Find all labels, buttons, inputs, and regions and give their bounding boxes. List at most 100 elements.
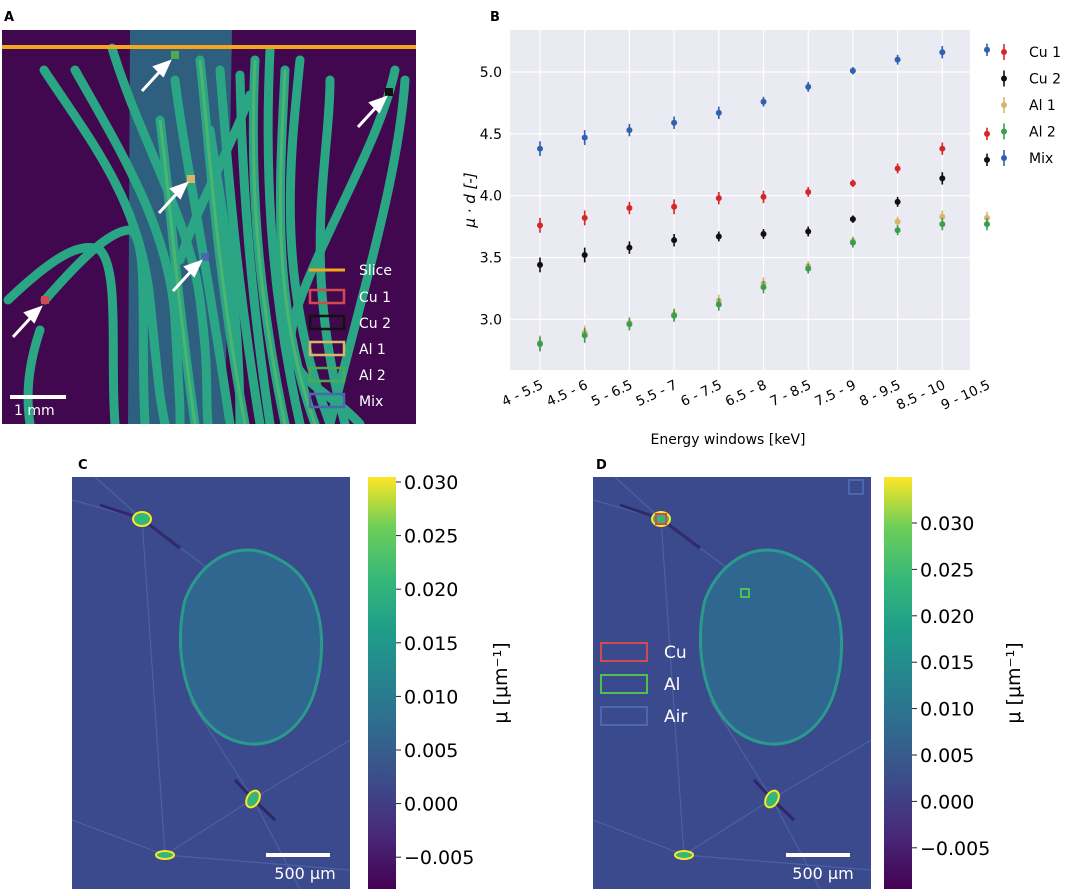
data-point-mix bbox=[581, 134, 588, 141]
data-point-mix bbox=[894, 56, 901, 63]
colorbar-tick-label: −0.005 bbox=[920, 838, 990, 860]
data-point-mix bbox=[939, 49, 946, 56]
legend-label-cu: Cu bbox=[664, 643, 687, 663]
data-point-cu2 bbox=[849, 216, 856, 223]
data-point-al2 bbox=[671, 312, 678, 319]
particle-outline bbox=[178, 548, 324, 746]
y-tick-labels: 3.0 3.5 4.0 4.5 5.0 bbox=[480, 65, 502, 328]
legend-swatch-cu2 bbox=[308, 314, 346, 331]
data-point-cu1 bbox=[984, 130, 990, 137]
scalebar-label: 1 mm bbox=[14, 403, 55, 419]
data-point-cu2 bbox=[581, 252, 588, 259]
colorbar-tick-label: 0.015 bbox=[920, 652, 974, 674]
legend-marker-cu1 bbox=[1001, 49, 1007, 55]
legend-label-cu1: Cu 1 bbox=[359, 290, 391, 306]
data-point-cu1 bbox=[626, 205, 633, 212]
y-tick-label: 5.0 bbox=[480, 65, 502, 81]
ct-slice: 500 μm bbox=[72, 477, 350, 889]
legend-marker-mix bbox=[1001, 155, 1007, 161]
wire-highlights bbox=[158, 59, 317, 424]
x-tick-labels: 4 - 5.54.5 - 65 - 6.55.5 - 76 - 7.56.5 -… bbox=[499, 377, 992, 414]
y-axis-label: μ · d [-] bbox=[461, 172, 479, 228]
data-point-cu2 bbox=[939, 175, 946, 182]
legend-label-cu2: Cu 2 bbox=[1029, 72, 1061, 88]
scalebar-label: 500 μm bbox=[792, 864, 853, 883]
data-point-al2 bbox=[939, 221, 946, 228]
legend-swatch-air bbox=[600, 706, 648, 726]
data-point-al2 bbox=[537, 341, 543, 348]
data-point-al2 bbox=[849, 239, 856, 246]
chart-legend: Cu 1 Cu 2 Al 1 Al 2 Mix bbox=[1001, 44, 1061, 167]
colorbar-tick-label: 0.030 bbox=[920, 513, 974, 535]
colorbar-tick-label: 0.020 bbox=[920, 606, 974, 628]
data-point-al2 bbox=[715, 301, 722, 308]
colorbar bbox=[884, 477, 912, 889]
data-point-al2 bbox=[984, 221, 990, 228]
legend-label-al2: Al 2 bbox=[359, 368, 386, 384]
roi-marker-al1 bbox=[187, 175, 195, 183]
data-point-al2 bbox=[581, 332, 588, 339]
colorbar bbox=[368, 477, 396, 889]
data-point-cu1 bbox=[581, 214, 588, 221]
panel-c: C bbox=[72, 458, 512, 889]
data-point-al1 bbox=[939, 213, 946, 220]
legend-label-al2: Al 2 bbox=[1029, 125, 1056, 141]
legend-marker-cu2 bbox=[1001, 75, 1007, 82]
legend-label-cu1: Cu 1 bbox=[1029, 45, 1061, 61]
y-tick-label: 3.0 bbox=[480, 312, 502, 328]
colorbar-tick-label: 0.025 bbox=[920, 559, 974, 581]
wire-cross-section bbox=[132, 511, 152, 527]
colorbar-tick-label: −0.005 bbox=[404, 847, 474, 869]
streak-artifacts bbox=[593, 477, 871, 889]
legend-label-cu2: Cu 2 bbox=[359, 316, 391, 332]
colorbar-tick-label: 0.020 bbox=[404, 579, 458, 601]
panel-letter-b: B bbox=[490, 10, 500, 25]
data-point-cu2 bbox=[537, 261, 543, 268]
legend-swatch-mix bbox=[308, 392, 346, 409]
data-point-al1 bbox=[894, 218, 901, 225]
panel-letter-a: A bbox=[4, 10, 14, 25]
legend-label-al: Al bbox=[664, 675, 680, 695]
data-point-cu2 bbox=[984, 156, 990, 163]
plot-area bbox=[510, 30, 970, 370]
legend-swatch-al1 bbox=[308, 340, 346, 357]
data-point-cu2 bbox=[805, 228, 812, 235]
roi-marker-cu2 bbox=[385, 88, 393, 96]
colorbar-tick-label: 0.015 bbox=[404, 633, 458, 655]
data-point-mix bbox=[805, 83, 812, 90]
data-point-al2 bbox=[760, 284, 767, 291]
data-point-cu1 bbox=[671, 203, 678, 210]
colorbar-tick-label: 0.010 bbox=[404, 686, 458, 708]
data-point-cu1 bbox=[805, 188, 812, 195]
data-points bbox=[537, 43, 990, 352]
colorbar-tick-label: 0.005 bbox=[920, 745, 974, 767]
particle-outline bbox=[698, 548, 844, 746]
panel-letter-d: D bbox=[596, 458, 607, 473]
roi-box-al bbox=[740, 588, 750, 598]
roi-box-air bbox=[848, 479, 864, 495]
legend-swatch-cu bbox=[600, 642, 648, 662]
scalebar-label: 500 μm bbox=[274, 864, 335, 883]
x-tick-label: 9 - 10.5 bbox=[939, 377, 993, 414]
panel-letter-c: C bbox=[78, 458, 88, 473]
legend-label-al1: Al 1 bbox=[1029, 98, 1056, 114]
colorbar-tick-label: 0.000 bbox=[404, 794, 458, 816]
tomography-render bbox=[2, 30, 416, 424]
colorbar-tick-label: 0.000 bbox=[920, 791, 974, 813]
data-point-mix bbox=[537, 145, 543, 152]
x-tick-label: 7.5 - 9 bbox=[812, 377, 858, 410]
colorbar-label: μ [μm⁻¹] bbox=[1003, 642, 1025, 723]
legend-swatch-al bbox=[600, 674, 648, 694]
data-point-cu1 bbox=[849, 180, 856, 187]
x-tick-label: 8.5 - 10 bbox=[894, 377, 948, 414]
data-point-al2 bbox=[805, 265, 812, 272]
panel-a-scalebar: 1 mm bbox=[10, 395, 66, 419]
data-point-mix bbox=[715, 109, 722, 116]
data-point-cu1 bbox=[939, 145, 946, 152]
x-tick-label: 6 - 7.5 bbox=[678, 377, 724, 410]
data-point-cu2 bbox=[626, 244, 633, 251]
legend-label-mix: Mix bbox=[359, 394, 383, 410]
legend-swatch-al2 bbox=[308, 366, 346, 383]
panel-a: A bbox=[2, 10, 416, 424]
